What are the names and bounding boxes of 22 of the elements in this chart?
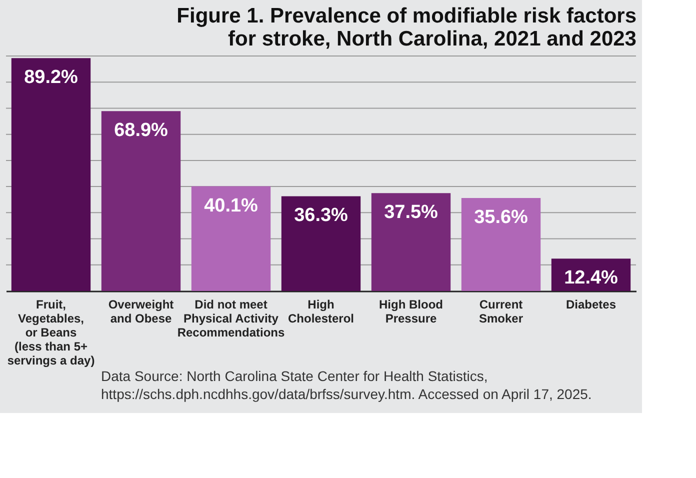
data-label: 40.1% [204, 195, 258, 216]
x-tick-label: Fruit, Vegetables, or Beans (less than 5+ servings a day) [7, 298, 95, 368]
bar [461, 198, 541, 291]
chart-title: Figure 1. Prevalence of modifiable risk factors for stroke, North Carolina, 2021 and 2023 [176, 4, 636, 50]
x-tick-label: Current Smoker [478, 298, 524, 326]
bar [281, 196, 361, 291]
data-label: 12.4% [564, 268, 618, 289]
source-note: Data Source: North Carolina State Center for Health Statistics, https://schs.dph.ncdhhs.gov/data/brfss/survey.htm. Accessed on April 17, 2025. [101, 368, 592, 402]
x-tick-label: Overweight and Obese [108, 298, 174, 326]
bar [11, 58, 91, 291]
data-label: 35.6% [474, 207, 528, 228]
data-label: 37.5% [384, 202, 438, 224]
x-tick-label: High Cholesterol [288, 298, 354, 326]
bar [101, 111, 181, 291]
x-tick-label: High Blood Pressure [379, 298, 443, 326]
bar [191, 186, 271, 291]
data-label: 89.2% [24, 67, 78, 88]
data-label: 36.3% [294, 205, 348, 226]
x-tick-label: Did not meet Physical Activity Recommendations [177, 298, 285, 340]
x-tick-label: Diabetes [566, 298, 616, 312]
data-label: 68.9% [114, 120, 168, 142]
bar [371, 193, 451, 291]
